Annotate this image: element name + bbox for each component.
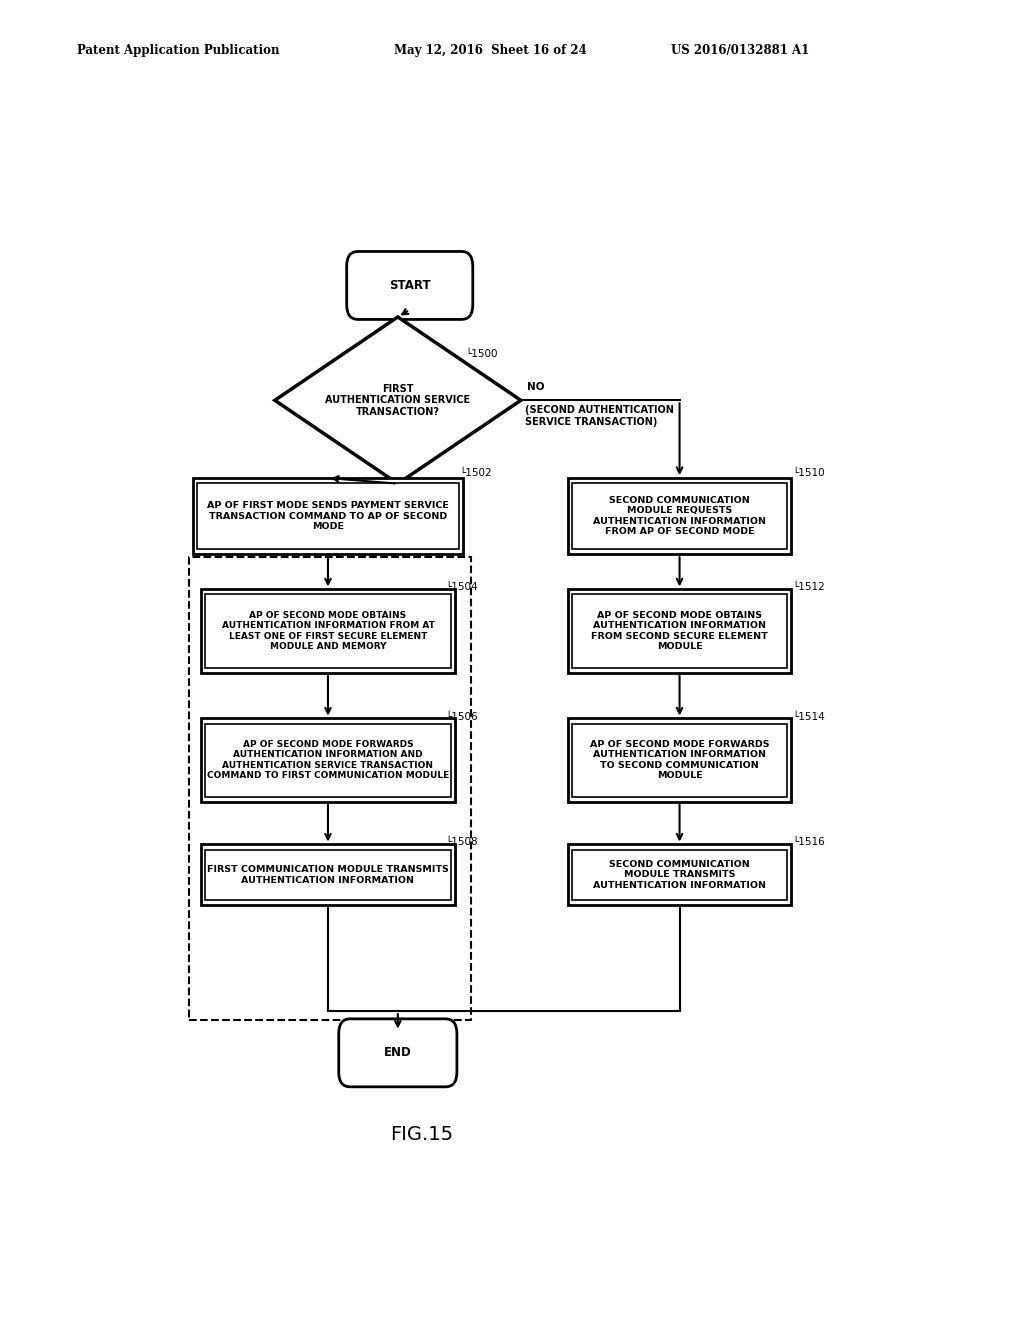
Bar [572,594,786,668]
Text: FIRST COMMUNICATION MODULE TRANSMITS
AUTHENTICATION INFORMATION: FIRST COMMUNICATION MODULE TRANSMITS AUT… [207,866,449,884]
Text: START: START [389,279,430,292]
Bar [201,845,455,906]
Bar [568,718,791,801]
Text: END: END [384,1047,412,1060]
Text: AP OF SECOND MODE OBTAINS
AUTHENTICATION INFORMATION
FROM SECOND SECURE ELEMENT
: AP OF SECOND MODE OBTAINS AUTHENTICATION… [591,611,768,651]
Text: └1514: └1514 [793,713,825,722]
Text: SECOND COMMUNICATION
MODULE REQUESTS
AUTHENTICATION INFORMATION
FROM AP OF SECON: SECOND COMMUNICATION MODULE REQUESTS AUT… [593,496,766,536]
Text: SECOND COMMUNICATION
MODULE TRANSMITS
AUTHENTICATION INFORMATION: SECOND COMMUNICATION MODULE TRANSMITS AU… [593,861,766,890]
Text: Patent Application Publication: Patent Application Publication [77,44,280,57]
Text: └1512: └1512 [793,582,825,593]
Text: May 12, 2016  Sheet 16 of 24: May 12, 2016 Sheet 16 of 24 [394,44,587,57]
Text: YES: YES [371,496,393,506]
Bar [572,483,786,549]
Bar [568,478,791,554]
Text: FIRST
AUTHENTICATION SERVICE
TRANSACTION?: FIRST AUTHENTICATION SERVICE TRANSACTION… [326,384,470,417]
Text: └1506: └1506 [445,713,478,722]
Bar [194,478,463,554]
Text: └1504: └1504 [445,582,478,593]
FancyBboxPatch shape [347,252,473,319]
Polygon shape [274,317,521,483]
Text: FIG.15: FIG.15 [390,1125,454,1143]
Text: AP OF SECOND MODE FORWARDS
AUTHENTICATION INFORMATION AND
AUTHENTICATION SERVICE: AP OF SECOND MODE FORWARDS AUTHENTICATIO… [207,741,450,780]
Text: AP OF SECOND MODE FORWARDS
AUTHENTICATION INFORMATION
TO SECOND COMMUNICATION
MO: AP OF SECOND MODE FORWARDS AUTHENTICATIO… [590,741,769,780]
Bar [205,850,451,900]
Bar [205,723,451,797]
Bar [189,557,471,1020]
Text: └1508: └1508 [445,837,478,847]
Bar [572,723,786,797]
Text: US 2016/0132881 A1: US 2016/0132881 A1 [671,44,809,57]
Bar [201,589,455,673]
FancyBboxPatch shape [339,1019,457,1086]
Text: AP OF SECOND MODE OBTAINS
AUTHENTICATION INFORMATION FROM AT
LEAST ONE OF FIRST : AP OF SECOND MODE OBTAINS AUTHENTICATION… [221,611,434,651]
Bar [568,589,791,673]
Text: └1510: └1510 [793,469,825,478]
Bar [205,594,451,668]
Text: (SECOND AUTHENTICATION
SERVICE TRANSACTION): (SECOND AUTHENTICATION SERVICE TRANSACTI… [524,405,674,426]
Text: └1500: └1500 [465,348,498,359]
Bar [197,483,459,549]
Text: NO: NO [527,383,545,392]
Text: └1502: └1502 [460,469,493,478]
Bar [201,718,455,801]
Text: └1516: └1516 [793,837,825,847]
Text: AP OF FIRST MODE SENDS PAYMENT SERVICE
TRANSACTION COMMAND TO AP OF SECOND
MODE: AP OF FIRST MODE SENDS PAYMENT SERVICE T… [207,502,449,531]
Bar [572,850,786,900]
Bar [568,845,791,906]
